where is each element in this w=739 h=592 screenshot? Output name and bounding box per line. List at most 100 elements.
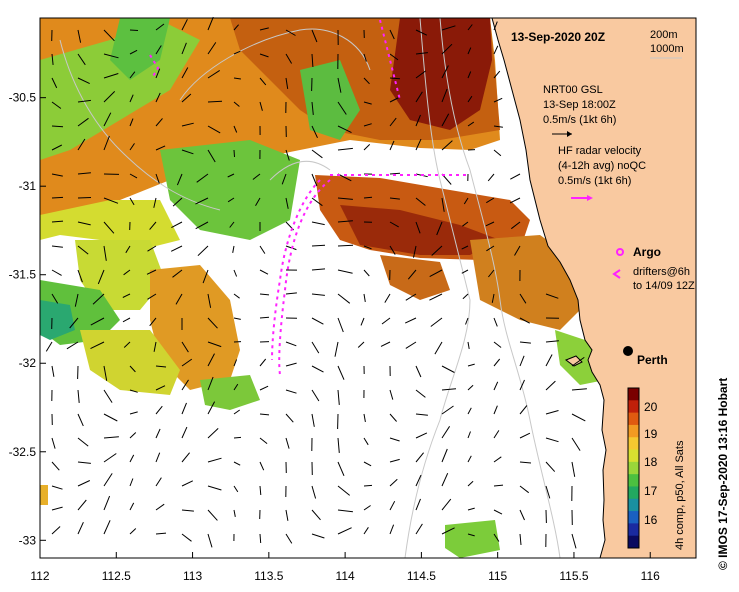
lon-tick-label: 113.5	[254, 569, 283, 583]
current-vector	[259, 533, 262, 544]
current-vector	[467, 507, 475, 511]
current-vector	[181, 452, 190, 463]
current-vector	[285, 149, 290, 161]
current-vector	[519, 341, 531, 344]
current-vector	[233, 383, 239, 391]
sst-patch	[40, 485, 48, 505]
current-vector	[181, 480, 194, 487]
current-vector	[103, 473, 113, 487]
current-vector	[467, 341, 470, 349]
current-vector	[155, 428, 161, 439]
current-vector	[207, 100, 223, 103]
current-vector	[462, 293, 469, 300]
lon-tick-label: 112.5	[102, 569, 131, 583]
current-vector	[207, 69, 220, 79]
current-vector	[486, 197, 495, 204]
current-vector	[493, 45, 499, 55]
current-vector	[155, 503, 165, 511]
current-vector	[123, 269, 131, 276]
current-vector	[363, 269, 370, 277]
current-vector	[202, 269, 209, 284]
current-vector	[389, 117, 397, 127]
current-vector	[493, 405, 498, 415]
current-vector	[430, 317, 443, 327]
current-vector	[129, 502, 135, 511]
current-vector	[233, 485, 239, 493]
current-vector	[172, 269, 183, 278]
current-vector	[77, 521, 84, 535]
current-vector	[285, 197, 289, 209]
current-vector	[363, 461, 372, 467]
current-vector	[259, 485, 262, 496]
current-vector	[491, 293, 495, 303]
hf-title: HF radar velocity	[558, 145, 642, 157]
colorbar-band	[628, 400, 639, 414]
current-vector	[462, 221, 469, 227]
current-vector	[51, 461, 60, 471]
current-vector	[311, 293, 325, 296]
current-vector	[77, 499, 87, 511]
current-vector	[259, 385, 269, 391]
current-vector	[207, 401, 216, 415]
current-vector	[389, 245, 396, 255]
current-vector	[441, 527, 455, 535]
current-vector	[493, 456, 502, 463]
current-vector	[441, 388, 457, 391]
current-vector	[467, 431, 471, 439]
current-vector	[51, 506, 63, 511]
current-vector	[259, 316, 270, 319]
current-vector	[389, 389, 394, 400]
current-vector	[77, 172, 91, 175]
current-vector	[285, 437, 290, 449]
current-vector	[441, 25, 456, 31]
current-vector	[51, 173, 63, 177]
sst-patch	[390, 18, 492, 130]
contour-1000-label: 1000m	[650, 43, 684, 55]
current-vector	[510, 221, 521, 230]
current-vector	[77, 437, 89, 447]
current-vector	[415, 221, 421, 234]
current-vector	[227, 197, 235, 203]
perth-marker[interactable]	[623, 346, 633, 356]
current-vector	[571, 533, 577, 549]
current-vector	[467, 533, 475, 537]
current-vector	[155, 68, 161, 79]
current-vector	[281, 173, 287, 185]
current-vector	[413, 245, 417, 258]
lat-tick-label: -32.5	[9, 445, 37, 459]
current-vector	[181, 402, 187, 415]
current-vector	[155, 477, 162, 487]
current-vector	[363, 413, 366, 422]
current-vector	[176, 173, 183, 186]
current-vector	[436, 221, 443, 236]
current-vector	[103, 520, 111, 535]
current-vector	[175, 293, 183, 305]
current-vector	[311, 53, 314, 68]
current-vector	[259, 293, 270, 296]
current-vector	[77, 221, 91, 226]
lon-tick-label: 114.5	[407, 569, 436, 583]
current-vector	[233, 24, 239, 31]
current-vector	[77, 480, 91, 487]
current-vector	[207, 457, 222, 463]
current-vector	[389, 77, 401, 80]
current-vector	[259, 101, 263, 111]
current-vector	[77, 245, 89, 255]
current-vector	[51, 220, 64, 223]
current-vector	[441, 448, 448, 463]
current-vector	[407, 269, 417, 280]
current-vector	[51, 77, 58, 89]
current-vector	[429, 269, 443, 278]
current-vector	[155, 92, 161, 103]
drifters-label-1: drifters@6h	[633, 266, 690, 278]
bathymetry-contours	[59, 17, 561, 559]
current-vector	[181, 149, 194, 155]
current-vector	[311, 29, 318, 43]
sst-patch	[340, 205, 500, 255]
current-vector	[337, 437, 340, 453]
colorbar-band	[628, 535, 639, 549]
current-vector	[363, 77, 370, 85]
current-vector	[77, 77, 90, 85]
current-vector	[467, 480, 474, 487]
current-vector	[51, 269, 62, 276]
